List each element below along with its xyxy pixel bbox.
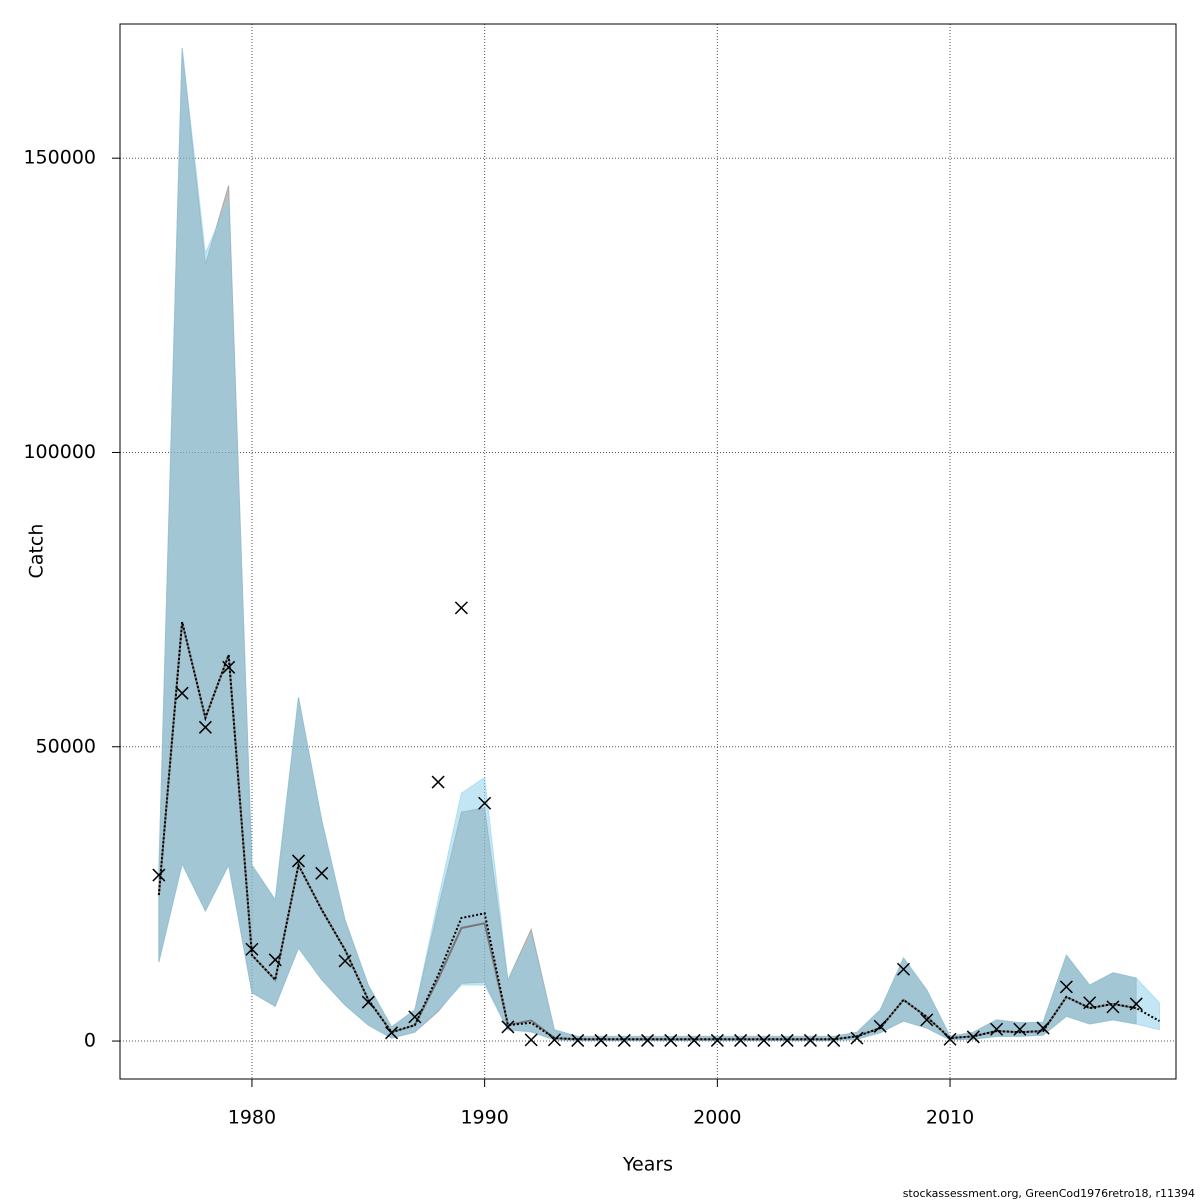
observed-marker (780, 1033, 794, 1047)
observed-marker (1036, 1021, 1050, 1035)
y-tick-label: 50000 (36, 735, 96, 757)
observed-marker (501, 1020, 515, 1034)
observed-marker (664, 1033, 678, 1047)
observed-marker (175, 686, 189, 700)
observed-marker (385, 1026, 399, 1040)
observed-marker (757, 1033, 771, 1047)
plot-frame (119, 23, 1177, 1080)
observed-marker (966, 1030, 980, 1044)
observed-marker (431, 775, 445, 789)
x-tick-label: 1980 (228, 1107, 276, 1129)
observed-marker (1013, 1022, 1027, 1036)
observed-marker (1106, 1000, 1120, 1014)
observed-marker (524, 1033, 538, 1047)
estimate-line (157, 621, 1160, 1041)
observed-marker (641, 1033, 655, 1047)
footer: stockassessment.org, GreenCod1976retro18… (903, 1187, 1195, 1200)
observed-marker (1083, 996, 1097, 1010)
observed-marker (478, 796, 492, 810)
x-tick-label: 2010 (926, 1107, 974, 1129)
x-tick-label: 2000 (693, 1107, 741, 1129)
observed-marker (222, 660, 236, 674)
observed-marker (291, 854, 306, 868)
observed-marker (1059, 980, 1073, 994)
observed-marker (594, 1033, 608, 1047)
observed-marker (338, 954, 352, 968)
observed-marker (687, 1033, 701, 1047)
observed-marker (943, 1032, 957, 1046)
observed-marker (198, 720, 212, 734)
x-axis-label: Years (622, 1154, 673, 1176)
observed-marker (408, 1010, 422, 1024)
observed-marker (617, 1033, 631, 1047)
observed-marker (315, 866, 329, 880)
observed-marker (1129, 997, 1143, 1011)
observed-marker (571, 1033, 585, 1047)
confidence-band (158, 48, 1160, 1041)
observed-marker (710, 1033, 724, 1047)
observed-marker (803, 1033, 817, 1047)
y-tick-label: 0 (84, 1030, 96, 1052)
observed-marker (152, 868, 166, 882)
observed-marker (896, 962, 911, 976)
observed-marker (547, 1033, 561, 1047)
observed-marker (850, 1031, 864, 1045)
x-tick-label: 1990 (460, 1107, 508, 1129)
observed-marker (920, 1013, 934, 1027)
observed-marker (734, 1033, 748, 1047)
observed-marker (990, 1022, 1004, 1036)
y-tick-label: 100000 (23, 441, 96, 463)
observed-marker (268, 953, 282, 967)
observed-marker (361, 995, 375, 1009)
observed-marker (454, 601, 468, 615)
y-axis-label: Catch (26, 524, 48, 579)
observed-marker (245, 942, 259, 956)
observed-marker (873, 1019, 887, 1033)
y-tick-label: 150000 (23, 147, 96, 169)
observed-marker (827, 1033, 841, 1047)
